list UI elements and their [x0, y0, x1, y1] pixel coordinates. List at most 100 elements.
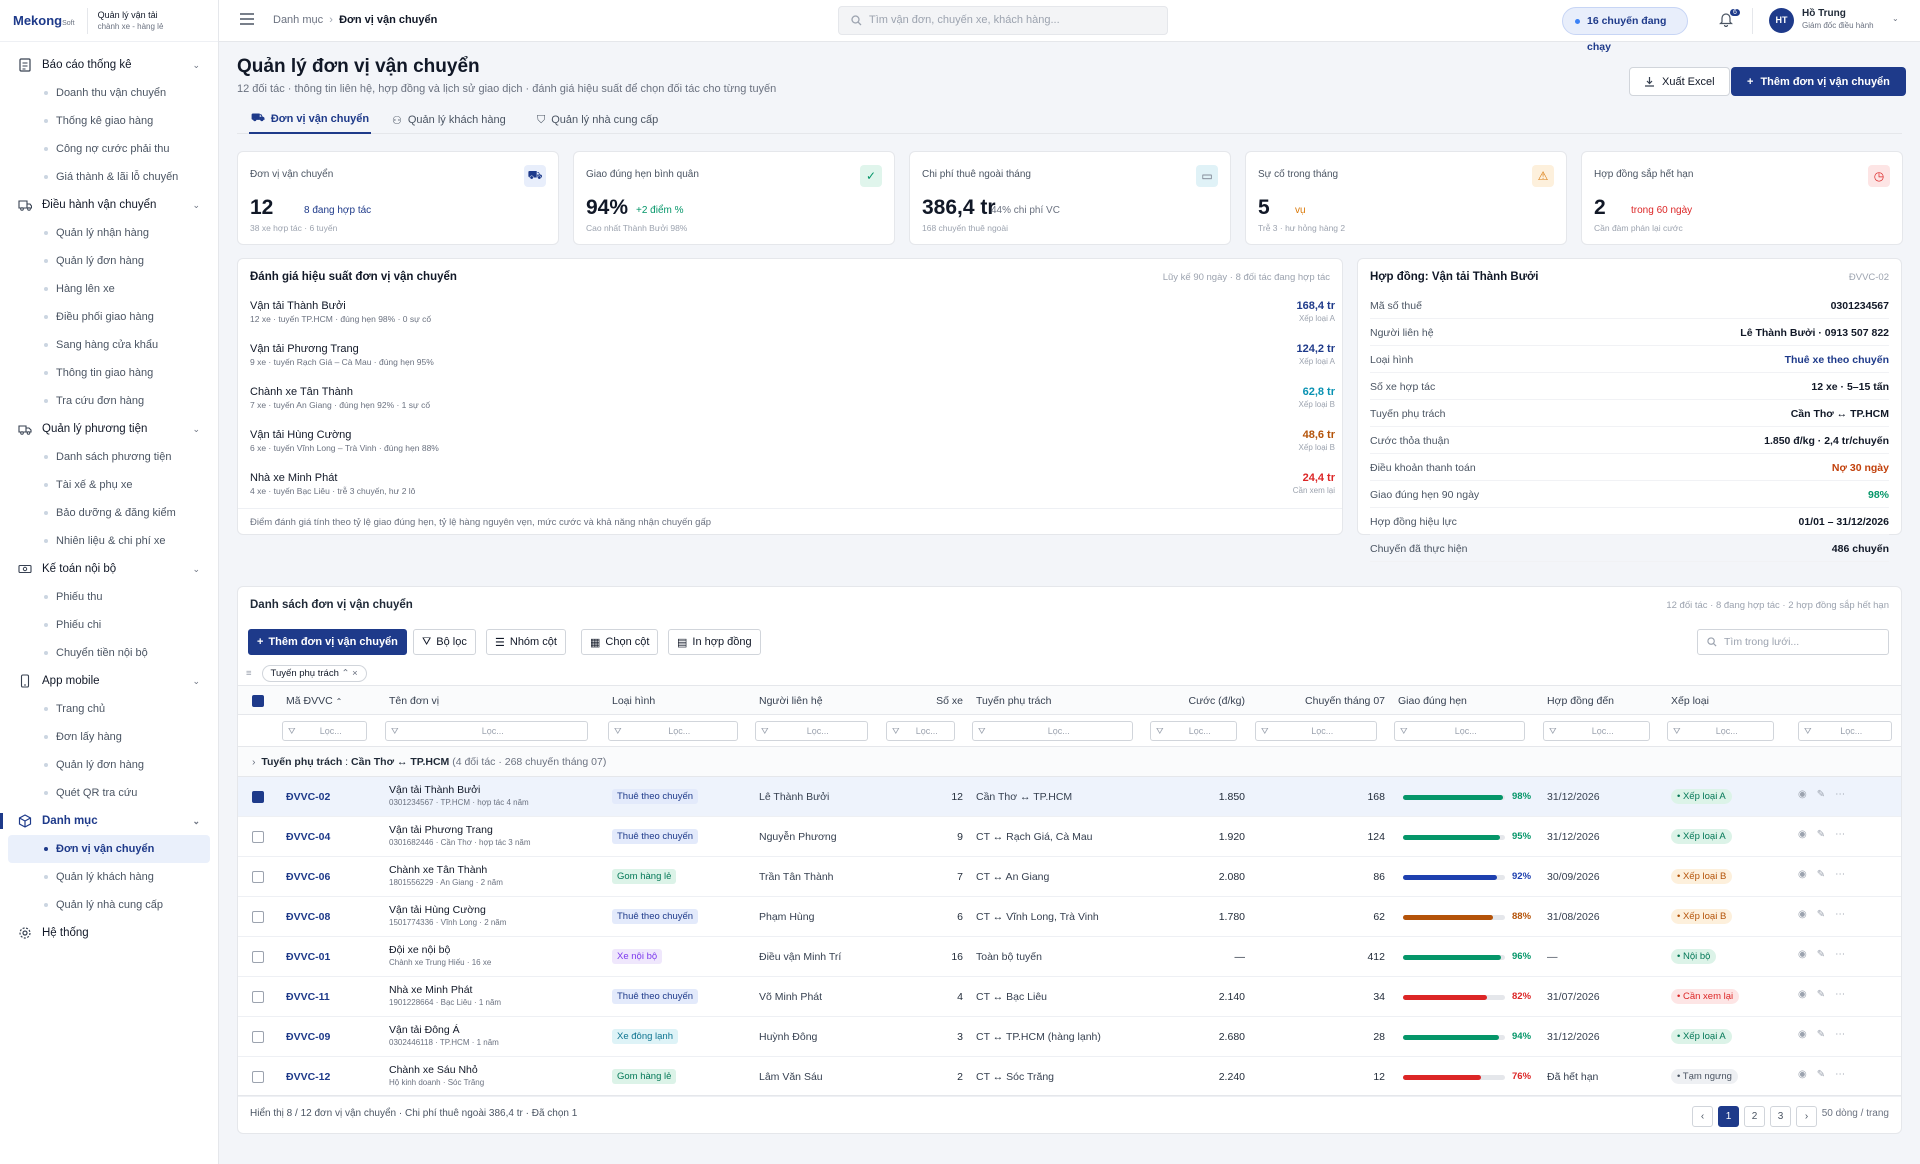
column-filter-input[interactable]: ⛛ Lọc... — [1543, 721, 1650, 741]
eye-icon[interactable]: ◉ — [1798, 869, 1807, 880]
chevron-down-icon[interactable]: ⌄ — [192, 199, 200, 210]
brand[interactable]: MekongSoft Quản lý vận tải chành xe - hàn… — [0, 0, 218, 42]
column-filter-input[interactable]: ⛛ Lọc... — [1150, 721, 1237, 741]
table-row[interactable]: ĐVVC-06 Chành xe Tân Thành 1801556229 · … — [238, 857, 1901, 897]
column-header[interactable]: Chuyến tháng 07 — [1305, 695, 1385, 707]
tab-customers[interactable]: ⚇ Quản lý khách hàng — [392, 114, 506, 127]
sidebar-item[interactable]: Thông tin giao hàng — [0, 359, 218, 387]
menu-icon[interactable] — [240, 13, 254, 25]
sidebar-item[interactable]: Quản lý nhà cung cấp — [0, 891, 218, 919]
page-1-button[interactable]: 1 — [1718, 1106, 1739, 1127]
chevron-down-icon[interactable]: ⌄ — [192, 563, 200, 574]
more-icon[interactable]: ⋯ — [1835, 949, 1846, 960]
page-size-select[interactable]: 50 dòng / trang — [1821, 1108, 1889, 1119]
table-row[interactable]: ĐVVC-02 Vận tải Thành Bưởi 0301234567 · … — [238, 777, 1901, 817]
global-search-input[interactable]: Tìm vận đơn, chuyến xe, khách hàng... — [838, 6, 1168, 35]
column-filter-input[interactable]: ⛛ Lọc... — [1255, 721, 1377, 741]
avatar[interactable]: HT — [1769, 8, 1794, 33]
chevron-down-icon[interactable]: ⌄ — [192, 423, 200, 434]
page-2-button[interactable]: 2 — [1744, 1106, 1765, 1127]
chevron-down-icon[interactable]: ⌄ — [192, 59, 200, 70]
column-header[interactable]: Xếp loại — [1671, 695, 1709, 707]
sidebar-item[interactable]: Đơn lấy hàng — [0, 723, 218, 751]
eye-icon[interactable]: ◉ — [1798, 789, 1807, 800]
edit-icon[interactable]: ✎ — [1816, 949, 1826, 960]
performance-row[interactable]: Vận tải Hùng Cường 6 xe · tuyến Vĩnh Lon… — [250, 429, 1335, 471]
sidebar-group-2[interactable]: Quản lý phương tiện ⌄ — [0, 415, 218, 443]
column-header[interactable]: Người liên hệ — [759, 695, 823, 707]
table-row[interactable]: ĐVVC-08 Vận tải Hùng Cường 1501774336 · … — [238, 897, 1901, 937]
grid-search-input[interactable]: Tìm trong lưới... — [1697, 629, 1889, 655]
sidebar-item[interactable]: Quản lý nhận hàng — [0, 219, 218, 247]
column-header[interactable]: Giao đúng hẹn — [1398, 695, 1467, 707]
table-row[interactable]: ĐVVC-12 Chành xe Sáu Nhỏ Hộ kinh doanh ·… — [238, 1057, 1901, 1097]
eye-icon[interactable]: ◉ — [1798, 909, 1807, 920]
row-checkbox[interactable] — [252, 911, 264, 923]
column-header[interactable]: Hợp đồng đến — [1547, 695, 1615, 707]
more-icon[interactable]: ⋯ — [1835, 789, 1846, 800]
carrier-code[interactable]: ĐVVC-08 — [286, 911, 331, 923]
chevron-right-icon[interactable]: › — [252, 756, 256, 768]
sidebar-item[interactable]: Sang hàng cửa khẩu — [0, 331, 218, 359]
row-checkbox[interactable] — [252, 1071, 264, 1083]
performance-row[interactable]: Vận tải Phương Trang 9 xe · tuyến Rạch G… — [250, 343, 1335, 385]
edit-icon[interactable]: ✎ — [1816, 989, 1826, 1000]
sidebar-item[interactable]: Công nợ cước phải thu — [0, 135, 218, 163]
running-trips-pill[interactable]: 16 chuyến đang chạy — [1562, 7, 1688, 53]
sidebar-group-0[interactable]: Báo cáo thống kê ⌄ — [0, 51, 218, 79]
carrier-code[interactable]: ĐVVC-01 — [286, 951, 331, 963]
bell-icon[interactable] — [1719, 12, 1733, 27]
breadcrumb-root[interactable]: Danh mục — [273, 14, 324, 26]
column-filter-input[interactable]: ⛛ Lọc... — [1798, 721, 1892, 741]
carrier-code[interactable]: ĐVVC-06 — [286, 871, 331, 883]
column-header[interactable]: Tên đơn vị — [389, 695, 440, 707]
sidebar-group-5[interactable]: Danh mục ⌄ — [0, 807, 218, 835]
sidebar-item[interactable]: Doanh thu vận chuyển — [0, 79, 218, 107]
group-row[interactable]: › Tuyến phụ trách : Cần Thơ ↔ TP.HCM (4 … — [238, 747, 1901, 777]
sidebar-item[interactable]: Bảo dưỡng & đăng kiểm — [0, 499, 218, 527]
export-excel-button[interactable]: Xuất Excel — [1629, 67, 1730, 96]
page-3-button[interactable]: 3 — [1770, 1106, 1791, 1127]
print-contract-button[interactable]: ▤ In hợp đồng — [668, 629, 761, 655]
eye-icon[interactable]: ◉ — [1798, 989, 1807, 1000]
eye-icon[interactable]: ◉ — [1798, 1069, 1807, 1080]
edit-icon[interactable]: ✎ — [1816, 789, 1826, 800]
choose-columns-button[interactable]: ▦ Chọn cột — [581, 629, 659, 655]
table-row[interactable]: ĐVVC-04 Vận tải Phương Trang 0301682446 … — [238, 817, 1901, 857]
edit-icon[interactable]: ✎ — [1816, 1029, 1826, 1040]
eye-icon[interactable]: ◉ — [1798, 949, 1807, 960]
more-icon[interactable]: ⋯ — [1835, 989, 1846, 1000]
column-filter-input[interactable]: ⛛ Lọc... — [282, 721, 367, 741]
row-checkbox[interactable] — [252, 871, 264, 883]
edit-icon[interactable]: ✎ — [1816, 869, 1826, 880]
column-header[interactable]: Số xe — [936, 695, 963, 707]
performance-row[interactable]: Vận tải Thành Bưởi 12 xe · tuyến TP.HCM … — [250, 300, 1335, 342]
column-header[interactable]: Cước (đ/kg) — [1188, 695, 1245, 707]
column-header[interactable]: Loại hình — [612, 695, 656, 707]
carrier-code[interactable]: ĐVVC-02 — [286, 791, 331, 803]
column-filter-input[interactable]: ⛛ Lọc... — [886, 721, 955, 741]
chevron-down-icon[interactable]: ⌄ — [1892, 14, 1899, 23]
table-row[interactable]: ĐVVC-11 Nhà xe Minh Phát 1901228664 · Bạ… — [238, 977, 1901, 1017]
chevron-down-icon[interactable]: ⌄ — [192, 815, 200, 826]
sidebar-item[interactable]: Phiếu thu — [0, 583, 218, 611]
tab-carriers[interactable]: ⛟ Đơn vị vận chuyển — [249, 106, 372, 134]
sidebar-item[interactable]: Tra cứu đơn hàng — [0, 387, 218, 415]
row-checkbox[interactable] — [252, 831, 264, 843]
sidebar-item[interactable]: Giá thành & lãi lỗ chuyến — [0, 163, 218, 191]
next-page-button[interactable]: › — [1796, 1106, 1817, 1127]
edit-icon[interactable]: ✎ — [1816, 829, 1826, 840]
sidebar-item[interactable]: Điều phối giao hàng — [0, 303, 218, 331]
column-filter-input[interactable]: ⛛ Lọc... — [1394, 721, 1525, 741]
sidebar-group-3[interactable]: Kế toán nội bộ ⌄ — [0, 555, 218, 583]
sidebar-item[interactable]: Nhiên liệu & chi phí xe — [0, 527, 218, 555]
column-header[interactable]: Mã ĐVVC ⌃ — [286, 695, 343, 707]
more-icon[interactable]: ⋯ — [1835, 1029, 1846, 1040]
sidebar-item[interactable]: Danh sách phương tiện — [0, 443, 218, 471]
chevron-down-icon[interactable]: ⌄ — [192, 675, 200, 686]
table-row[interactable]: ĐVVC-09 Vận tải Đông Á 0302446118 · TP.H… — [238, 1017, 1901, 1057]
group-columns-button[interactable]: ☰ Nhóm cột — [486, 629, 566, 655]
edit-icon[interactable]: ✎ — [1816, 1069, 1826, 1080]
eye-icon[interactable]: ◉ — [1798, 1029, 1807, 1040]
row-checkbox[interactable] — [252, 791, 264, 803]
